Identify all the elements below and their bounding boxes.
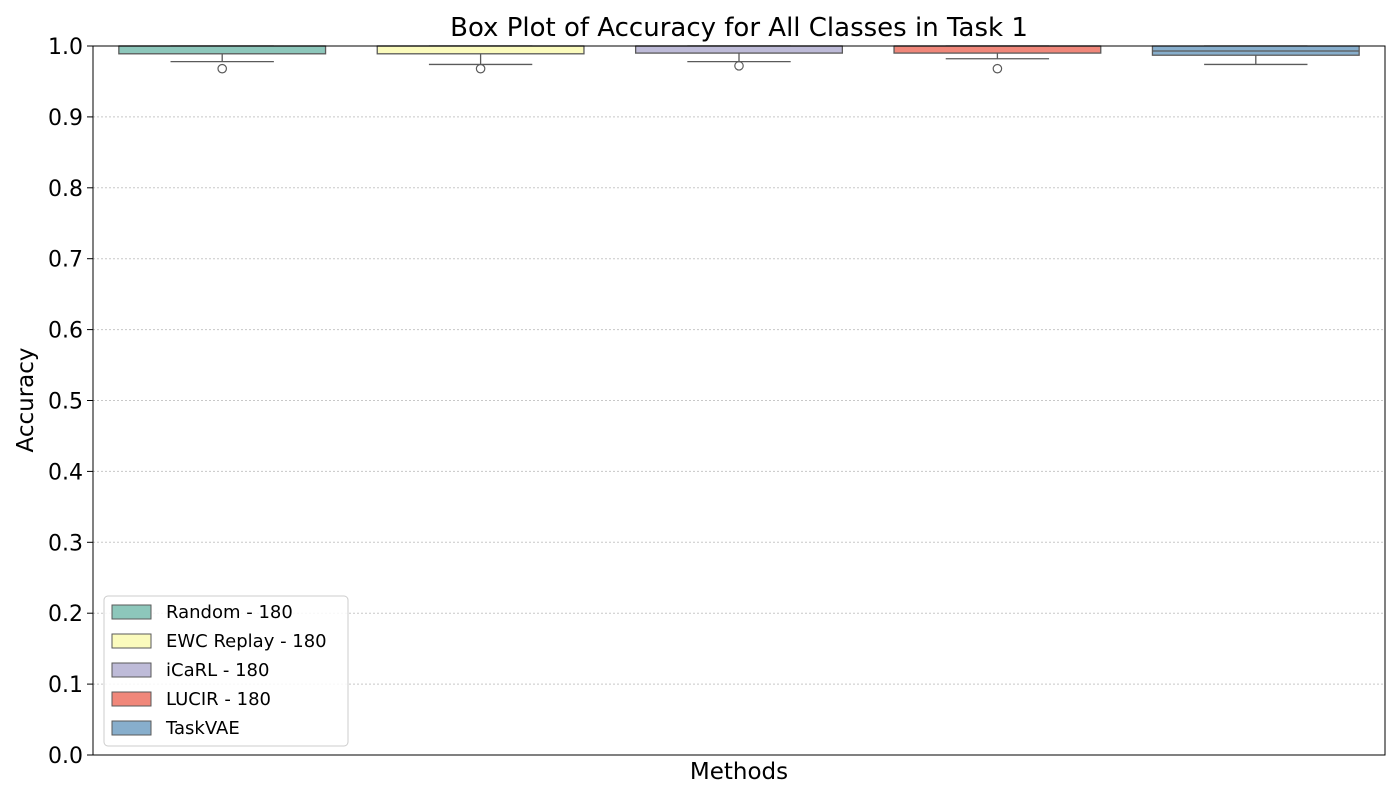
y-axis-ticks: 0.0 0.1 0.2 0.3 0.4 0.5 0.6 0.7 0.8 0.9 1.0 xyxy=(48,35,93,769)
legend: Random - 180 EWC Replay - 180 iCaRL - 180 L… xyxy=(103,595,349,747)
y-axis-label: Accuracy xyxy=(13,347,39,452)
y-tick-label: 0.2 xyxy=(48,602,83,627)
x-axis-label: Methods xyxy=(690,759,788,785)
legend-label: EWC Replay - 180 xyxy=(166,631,327,652)
legend-swatch xyxy=(111,604,152,620)
outlier-point xyxy=(734,61,744,71)
outlier-point xyxy=(992,63,1003,74)
y-tick-label: 0.0 xyxy=(48,744,83,769)
box-1 xyxy=(118,45,327,74)
legend-swatch xyxy=(111,662,152,678)
y-tick-label: 0.5 xyxy=(48,390,83,415)
y-tick-label: 0.7 xyxy=(48,248,83,273)
box-body xyxy=(634,45,844,54)
y-tick-label: 0.9 xyxy=(48,106,83,131)
outlier-point xyxy=(217,63,227,74)
legend-swatch xyxy=(111,691,152,707)
legend-label: Random - 180 xyxy=(166,602,293,623)
legend-label: TaskVAE xyxy=(165,718,240,739)
box-body xyxy=(893,45,1102,54)
box-2 xyxy=(376,45,585,74)
legend-label: LUCIR - 180 xyxy=(166,689,271,710)
legend-frame xyxy=(103,595,349,747)
outlier-point xyxy=(475,63,486,74)
y-tick-label: 0.8 xyxy=(48,177,83,202)
legend-label: iCaRL - 180 xyxy=(166,660,269,681)
box-4 xyxy=(893,45,1102,74)
y-tick-label: 0.6 xyxy=(48,319,83,344)
box-series xyxy=(118,45,1360,74)
legend-swatch xyxy=(111,720,152,736)
y-tick-label: 0.3 xyxy=(48,531,83,556)
y-tick-label: 0.1 xyxy=(48,673,83,698)
box-3 xyxy=(634,45,844,71)
y-tick-label: 1.0 xyxy=(48,35,83,60)
chart-title: Box Plot of Accuracy for All Classes in … xyxy=(450,13,1028,43)
y-tick-label: 0.4 xyxy=(48,460,83,485)
grid-lines xyxy=(93,116,1385,685)
legend-swatch xyxy=(111,633,152,649)
box-body xyxy=(118,45,327,55)
box-body xyxy=(376,45,585,55)
box-5 xyxy=(1151,45,1360,66)
